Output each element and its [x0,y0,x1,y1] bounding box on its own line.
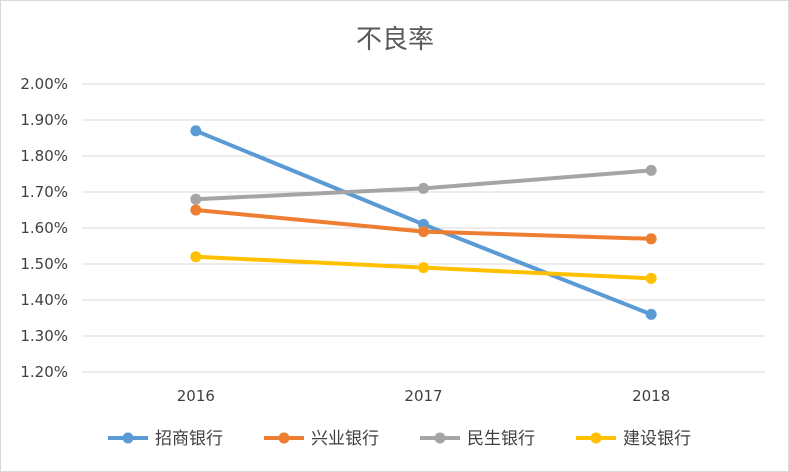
data-point [190,204,202,216]
y-tick-label: 1.20% [20,363,68,381]
legend-swatch-marker [590,432,602,444]
chart-title: 不良率 [356,25,434,55]
series-1 [190,125,657,320]
data-point [645,272,657,284]
data-point [645,308,657,320]
y-tick-label: 1.50% [20,255,68,273]
x-tick-label: 2018 [632,387,670,405]
data-point [418,262,429,274]
legend-label: 招商银行 [155,429,223,449]
legend-item: 兴业银行 [264,429,379,449]
x-tick-label: 2017 [404,387,442,405]
legend: 招商银行 兴业银行 民生银行 建设银行 [108,429,691,449]
y-tick-label: 1.40% [20,291,68,309]
data-point [190,251,202,263]
series-group [190,125,657,320]
data-point [190,193,202,205]
series-2 [190,204,657,245]
series-3 [190,164,657,205]
data-point [418,226,429,238]
legend-swatch-marker [434,432,446,444]
legend-swatch-marker [278,432,290,444]
legend-item: 招商银行 [108,429,223,449]
series-4 [190,251,657,284]
legend-item: 民生银行 [420,429,535,449]
legend-swatch-marker [122,432,134,444]
y-tick-label: 2.00% [20,75,68,93]
data-point [645,233,657,245]
y-tick-label: 1.80% [20,147,68,165]
y-axis-ticks: 1.20% 1.30% 1.40% 1.50% 1.60% 1.70% 1.80% 1.90%… [20,75,68,381]
data-point [190,125,202,137]
data-point [418,182,429,194]
y-tick-label: 1.30% [20,327,68,345]
y-tick-label: 1.70% [20,183,68,201]
legend-label: 兴业银行 [311,429,379,449]
x-tick-label: 2016 [177,387,215,405]
legend-item: 建设银行 [576,429,691,449]
x-axis-ticks: 2016 2017 2018 [177,387,671,405]
y-tick-label: 1.60% [20,219,68,237]
legend-label: 民生银行 [467,429,535,449]
y-tick-label: 1.90% [20,111,68,129]
data-point [645,164,657,176]
legend-label: 建设银行 [623,429,691,449]
